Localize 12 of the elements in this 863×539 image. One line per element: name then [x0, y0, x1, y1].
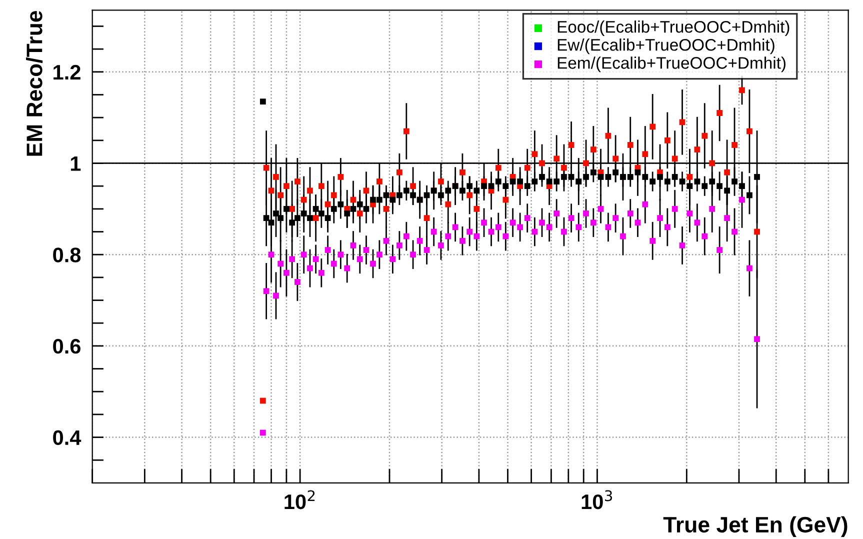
y-tick-label: 1: [70, 156, 81, 171]
y-tick-label: 1.2: [54, 64, 80, 80]
legend-label: Eem/(Ecalib+TrueOOC+Dmhit): [558, 56, 786, 72]
y-tick-label: 0.8: [53, 248, 81, 262]
y-tick-label: 0.4: [53, 430, 82, 446]
x-tick-label: 10$^{2}$: [284, 490, 315, 510]
x-tick-label: 10$^{3}$: [582, 490, 612, 510]
y-tick-label: 0.6: [53, 338, 80, 354]
legend-label: Ew/(Ecalib+TrueOOC+Dmhit): [558, 38, 774, 54]
x-axis-title: True Jet En (GeV): [663, 516, 848, 537]
y-axis-title: EM Reco/True: [26, 10, 43, 156]
legend-label: Eooc/(Ecalib+TrueOOC+Dmhit): [558, 20, 790, 36]
